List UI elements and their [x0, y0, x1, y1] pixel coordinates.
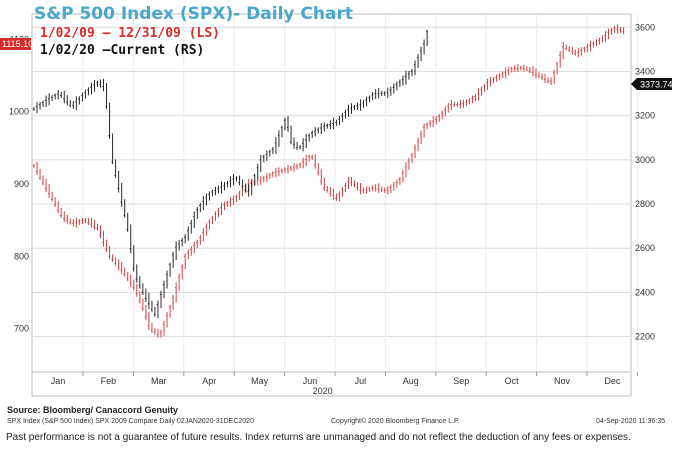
right-tick-2400: 2400: [635, 287, 655, 297]
footer-timestamp: 04-Sep-2020 11:36:35: [596, 418, 666, 425]
series-2009: [32, 24, 625, 338]
x-tick-mar: Mar: [151, 376, 167, 386]
footer-copyright: Copyright© 2020 Bloomberg Finance L.P.: [331, 418, 460, 425]
left-tick-700: 700: [14, 324, 29, 334]
source-label: Source: Bloomberg/ Canaccord Genuity: [7, 405, 179, 415]
footer-left: SPX Index (S&P 500 Index) SPX 2009 Compa…: [7, 418, 254, 425]
right-tick-2800: 2800: [635, 199, 655, 209]
series-2020: [32, 29, 428, 319]
right-value-flag: 3373.74: [631, 78, 673, 90]
right-axis: 2200 2400 2600 2800 3000 3200 3400 3600: [635, 22, 655, 341]
right-tick-3000: 3000: [635, 155, 655, 165]
left-tick-800: 800: [14, 251, 29, 261]
right-tick-2600: 2600: [635, 243, 655, 253]
left-value-flag: 1115.10: [0, 38, 33, 50]
right-tick-2200: 2200: [635, 332, 655, 342]
x-tick-jun: Jun: [303, 376, 318, 386]
right-flag-text: 3373.74: [640, 80, 673, 90]
x-tick-nov: Nov: [554, 376, 571, 386]
x-axis: Jan Feb Mar Apr May Jun Jul Aug Sep Oct Nov Dec 2020: [51, 372, 638, 396]
x-tick-aug: Aug: [403, 376, 419, 386]
legend-2020: 1/02/20 –Current (RS): [40, 43, 205, 58]
x-tick-sep: Sep: [453, 376, 469, 386]
left-tick-900: 900: [14, 179, 29, 189]
x-tick-apr: Apr: [202, 376, 216, 386]
plot-area: [31, 13, 632, 397]
right-tick-3400: 3400: [635, 66, 655, 76]
x-tick-dec: Dec: [604, 376, 621, 386]
disclaimer: Past performance is not a guarantee of f…: [6, 432, 631, 443]
legend-2009: 1/02/09 – 12/31/09 (LS): [40, 26, 221, 41]
grid-lines: [32, 14, 638, 373]
left-flag-text: 1115.10: [2, 39, 33, 49]
x-year-label: 2020: [313, 386, 333, 396]
right-flag-box: [631, 78, 672, 90]
x-tick-feb: Feb: [101, 376, 117, 386]
chart-title: S&P 500 Index (SPX)- Daily Chart: [34, 4, 353, 24]
x-tick-jul: Jul: [355, 376, 367, 386]
x-tick-oct: Oct: [505, 376, 520, 386]
left-axis: 70080090010001100: [9, 34, 29, 333]
right-tick-3200: 3200: [635, 111, 655, 121]
left-tick-1000: 1000: [9, 107, 29, 117]
x-tick-jan: Jan: [51, 376, 66, 386]
right-tick-3600: 3600: [635, 22, 655, 32]
left-flag-box: [0, 38, 31, 50]
x-tick-may: May: [251, 376, 269, 386]
